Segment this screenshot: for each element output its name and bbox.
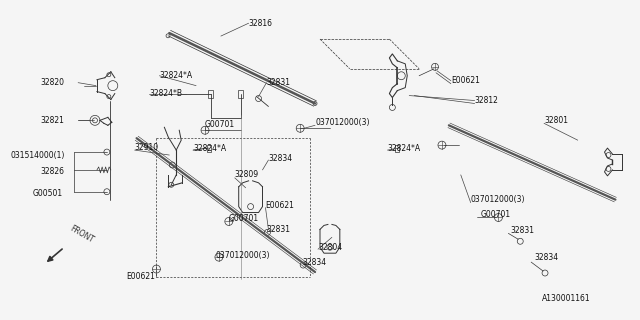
Bar — [238, 90, 243, 98]
Text: 32834: 32834 — [268, 154, 292, 163]
Text: 32824*A: 32824*A — [159, 71, 193, 80]
Text: A130001161: A130001161 — [542, 294, 591, 303]
Text: 037012000(3): 037012000(3) — [470, 195, 525, 204]
Text: 32831: 32831 — [266, 78, 291, 87]
Text: 32910: 32910 — [134, 143, 159, 152]
Text: 32831: 32831 — [266, 225, 291, 234]
Text: 32824*A: 32824*A — [193, 144, 226, 153]
Bar — [396, 145, 399, 152]
Text: 32821: 32821 — [40, 116, 65, 125]
Text: G00701: G00701 — [481, 210, 511, 219]
Text: E00621: E00621 — [266, 201, 294, 210]
Text: G00701: G00701 — [205, 120, 235, 129]
Text: 037012000(3): 037012000(3) — [216, 251, 271, 260]
Text: G00701: G00701 — [228, 214, 259, 223]
Text: 32812: 32812 — [475, 96, 499, 105]
Text: 32816: 32816 — [248, 19, 273, 28]
Text: G00501: G00501 — [33, 189, 63, 198]
Text: 32809: 32809 — [235, 170, 259, 180]
Text: 32804: 32804 — [318, 243, 342, 252]
Text: 32820: 32820 — [40, 78, 65, 87]
Text: 031514000(1): 031514000(1) — [11, 150, 65, 160]
Text: E00621: E00621 — [451, 76, 480, 85]
Text: 32801: 32801 — [544, 116, 568, 125]
Text: 037012000(3): 037012000(3) — [315, 118, 369, 127]
Text: 32831: 32831 — [510, 226, 534, 235]
Text: E00621: E00621 — [127, 272, 156, 282]
Text: 32824*A: 32824*A — [387, 144, 420, 153]
Text: 32834: 32834 — [302, 258, 326, 267]
Bar — [209, 90, 213, 98]
Text: 32824*B: 32824*B — [150, 89, 182, 98]
Bar — [207, 145, 211, 152]
Text: 32826: 32826 — [40, 167, 65, 176]
Text: 32834: 32834 — [534, 253, 558, 262]
Text: FRONT: FRONT — [68, 223, 95, 244]
